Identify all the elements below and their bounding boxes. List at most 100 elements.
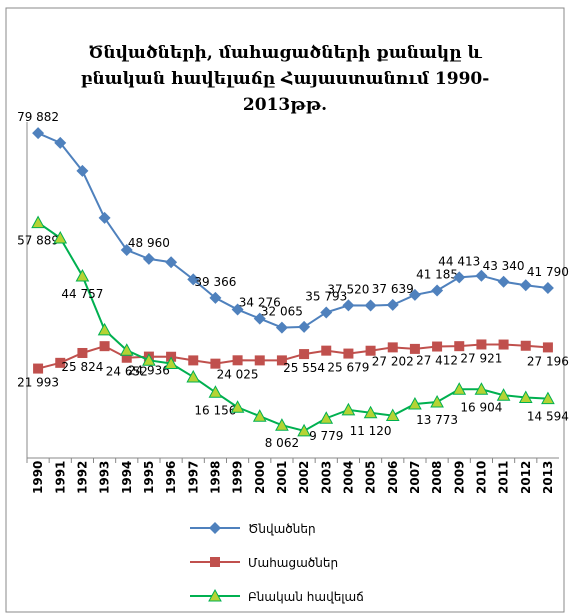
marker <box>97 322 112 336</box>
x-tick-label: 2009 <box>452 461 466 494</box>
data-label: 32 065 <box>261 305 303 319</box>
marker <box>385 408 400 422</box>
data-label: 37 639 <box>372 282 414 296</box>
marker <box>98 211 111 224</box>
marker <box>208 588 222 602</box>
data-label: 13 773 <box>416 413 458 427</box>
x-tick-label: 1995 <box>142 461 156 494</box>
marker <box>186 369 201 383</box>
marker <box>497 275 510 288</box>
marker <box>476 339 487 350</box>
marker <box>541 282 554 295</box>
chart-border <box>5 7 565 613</box>
x-tick-label: 2012 <box>519 461 533 494</box>
marker <box>209 522 221 534</box>
data-label: 24 652 <box>106 365 148 379</box>
x-tick-label: 1996 <box>164 461 178 494</box>
data-label: 44 413 <box>438 254 480 268</box>
marker <box>454 341 465 352</box>
marker <box>452 382 467 395</box>
marker <box>208 385 223 398</box>
data-label: 27 196 <box>527 354 569 368</box>
data-label: 37 520 <box>327 282 369 296</box>
marker <box>386 298 399 311</box>
x-tick-label: 2001 <box>275 461 289 494</box>
marker <box>387 342 398 353</box>
marker <box>519 279 532 292</box>
marker <box>365 345 376 356</box>
x-tick-label: 2005 <box>364 461 378 494</box>
marker <box>210 358 221 369</box>
marker <box>342 299 355 312</box>
x-tick-label: 2000 <box>253 461 267 494</box>
marker <box>496 388 511 401</box>
marker <box>319 411 334 424</box>
marker <box>541 391 555 405</box>
marker <box>77 347 88 358</box>
marker <box>99 341 110 352</box>
data-label: 79 882 <box>17 110 59 124</box>
marker <box>252 409 267 422</box>
marker <box>409 343 420 354</box>
data-label: 27 921 <box>460 351 502 365</box>
data-label: 8 062 <box>265 436 299 450</box>
marker <box>364 299 377 312</box>
marker <box>54 136 67 149</box>
x-tick-label: 2008 <box>430 461 444 494</box>
series-line <box>37 132 549 329</box>
data-label: 39 366 <box>194 275 236 289</box>
legend-label: Մահացածներ <box>248 556 338 570</box>
marker <box>432 341 443 352</box>
marker <box>520 340 531 351</box>
marker <box>298 320 311 333</box>
marker <box>408 288 421 301</box>
marker <box>453 271 466 284</box>
data-label: 24 025 <box>217 367 259 381</box>
x-tick-label: 2006 <box>386 461 400 494</box>
x-tick-label: 1994 <box>120 461 134 494</box>
data-label: 16 156 <box>194 403 236 417</box>
chart-title: Ծնվածների, մահացածների քանակը և բնական հ… <box>80 43 490 115</box>
x-tick-label: 1999 <box>231 461 245 494</box>
marker <box>121 352 132 363</box>
data-label: 27 412 <box>416 354 458 368</box>
marker <box>254 355 265 366</box>
marker <box>119 343 134 356</box>
marker <box>55 357 66 368</box>
x-tick-label: 1998 <box>208 461 222 494</box>
marker <box>343 348 354 359</box>
data-label: 21 993 <box>17 376 59 390</box>
marker <box>518 390 533 403</box>
x-tick-label: 2004 <box>341 461 355 494</box>
marker <box>53 230 68 244</box>
data-label: 16 904 <box>460 400 502 414</box>
x-tick-label: 1993 <box>98 461 112 494</box>
data-label: 34 276 <box>239 296 281 310</box>
x-tick-label: 1997 <box>186 461 200 494</box>
marker <box>320 306 333 319</box>
marker <box>341 402 356 416</box>
data-label: 25 554 <box>283 361 325 375</box>
data-label: 9 779 <box>309 429 343 443</box>
legend-label: Բնական հավելաճ <box>248 590 364 604</box>
marker <box>474 382 489 395</box>
marker <box>475 269 488 282</box>
marker <box>276 355 287 366</box>
marker <box>297 423 311 437</box>
marker <box>32 127 45 140</box>
x-tick-label: 1991 <box>53 461 67 494</box>
legend-label: Ծնվածներ <box>248 522 316 536</box>
marker <box>231 303 244 316</box>
x-tick-label: 1990 <box>31 461 45 494</box>
marker <box>142 353 156 366</box>
marker <box>188 355 199 366</box>
data-label: 27 202 <box>372 354 414 368</box>
x-tick-label: 2007 <box>408 461 422 494</box>
marker <box>210 557 220 567</box>
marker <box>408 396 422 410</box>
marker <box>299 349 310 360</box>
x-tick-label: 2011 <box>497 461 511 494</box>
data-label: 48 960 <box>128 236 170 250</box>
data-label: 11 120 <box>350 424 392 438</box>
